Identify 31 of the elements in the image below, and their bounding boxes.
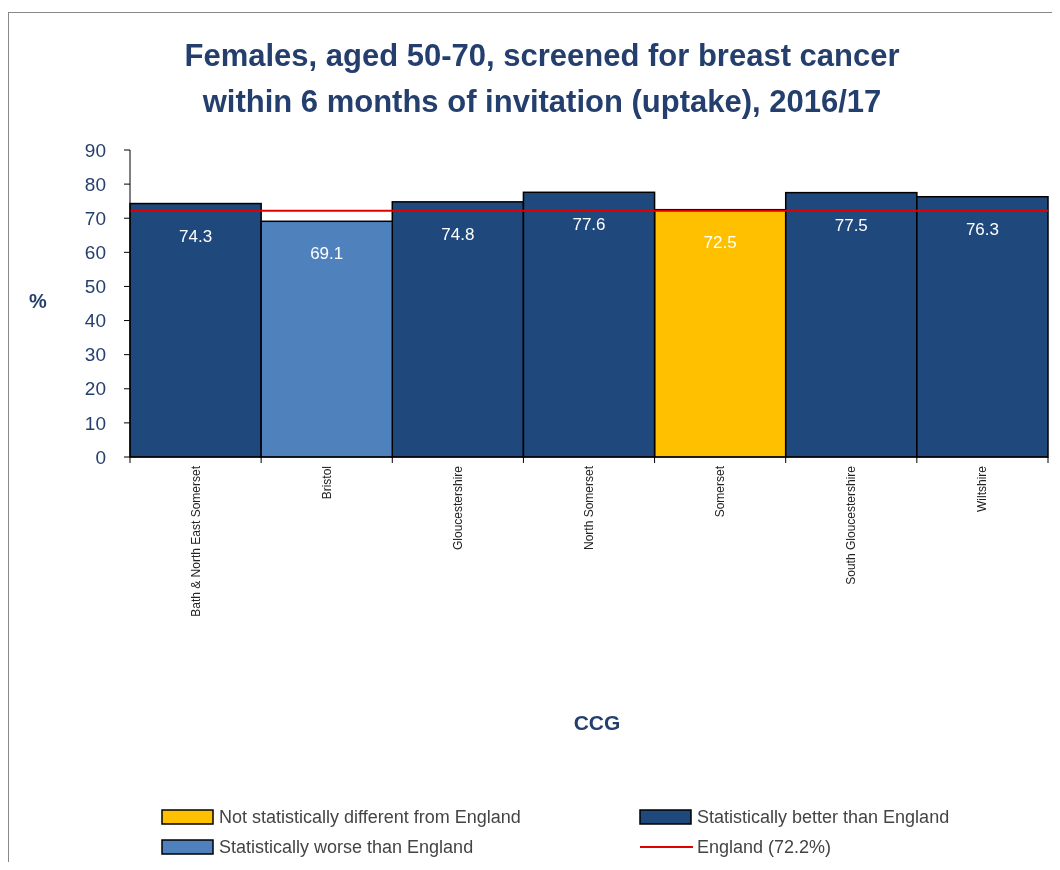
data-label: 74.3 (179, 226, 213, 246)
x-tick-label: Wiltshire (975, 465, 990, 513)
legend-label: Not statistically different from England (219, 807, 521, 828)
data-label: 77.5 (834, 215, 868, 235)
x-tick-label: Somerset (713, 465, 728, 518)
y-tick-label: 60 (84, 241, 106, 263)
data-label: 74.8 (441, 224, 475, 244)
y-tick-label: 20 (84, 378, 106, 400)
y-axis-title: % (29, 289, 48, 312)
legend-label: England (72.2%) (697, 837, 832, 858)
y-tick-label: 10 (84, 412, 106, 434)
x-tick-label: North Somerset (582, 465, 596, 551)
x-tick-label: Gloucestershire (450, 465, 465, 551)
legend-label: Statistically better than England (697, 807, 950, 828)
y-tick-label: 0 (95, 446, 106, 468)
data-label: 69.1 (310, 244, 344, 264)
y-tick-label: 90 (84, 139, 106, 161)
x-tick-label: Bristol (319, 466, 334, 500)
data-label: 77.6 (572, 215, 606, 235)
chart-title: Females, aged 50-70, screened for breast cancer within 6 months of invitation (uptake), 2016/17 (184, 38, 900, 119)
x-axis-title: CCG (573, 711, 621, 734)
y-tick-label: 80 (84, 173, 106, 195)
y-tick-label: 50 (84, 276, 106, 298)
data-label: 76.3 (965, 219, 999, 239)
legend-label: Statistically worse than England (219, 837, 474, 858)
x-tick-label: South Gloucestershire (844, 465, 859, 585)
y-tick-label: 40 (84, 310, 106, 332)
y-tick-label: 70 (84, 207, 106, 229)
data-label: 72.5 (703, 232, 737, 252)
x-tick-label: Bath & North East Somerset (188, 465, 203, 617)
y-tick-label: 30 (84, 344, 106, 366)
